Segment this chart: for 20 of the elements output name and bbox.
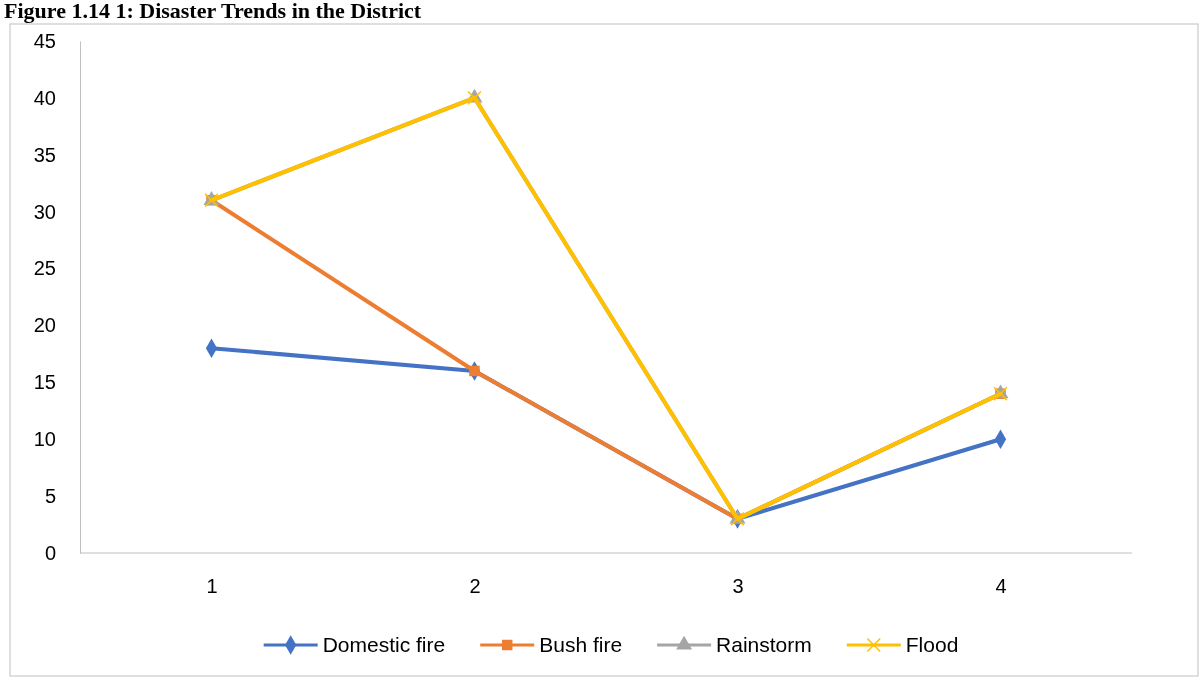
y-tick-label: 45 [33, 29, 56, 52]
y-tick-label: 40 [33, 86, 56, 109]
y-tick-label: 0 [44, 541, 56, 564]
legend-label: Bush fire [539, 633, 623, 657]
y-tick-label: 10 [33, 428, 56, 451]
y-tick-label: 25 [33, 257, 56, 280]
y-tick-label: 15 [33, 371, 56, 394]
x-tick-label: 2 [469, 575, 481, 598]
x-tick-label: 1 [206, 575, 218, 598]
legend-label: Rainstorm [716, 633, 812, 657]
x-tick-label: 3 [732, 575, 744, 598]
chart-title: Figure 1.14 1: Disaster Trends in the District [4, 0, 422, 23]
y-tick-label: 30 [33, 200, 56, 223]
point [469, 365, 480, 377]
y-tick-label: 5 [44, 485, 56, 508]
legend-label: Flood [905, 633, 959, 657]
y-tick-label: 20 [33, 314, 56, 337]
x-tick-label: 4 [995, 575, 1007, 598]
y-tick-label: 35 [33, 143, 56, 166]
legend-label: Domestic fire [322, 633, 446, 657]
